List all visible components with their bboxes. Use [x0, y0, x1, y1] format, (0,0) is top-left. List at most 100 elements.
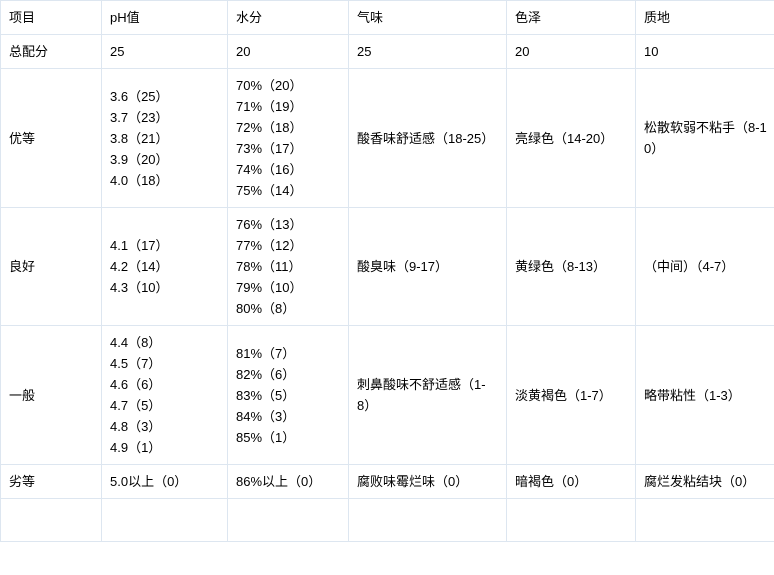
cell-line-list: 20 [236, 41, 341, 62]
cell-line-list: 腐败味霉烂味（0） [357, 471, 499, 492]
cell-line-list: 酸臭味（9-17） [357, 256, 499, 277]
cell-excellent-ph: 3.6（25） 3.7（23） 3.8（21） 3.9（20） 4.0（18） [101, 68, 228, 208]
cell-line-list: 黄绿色（8-13） [515, 256, 628, 277]
cell-line: 70%（20） [236, 78, 303, 93]
grade-scoring-table: 项目 pH值 水分 气味 色泽 质地 总配分 25 20 25 20 10 优等… [0, 0, 774, 542]
clipped-cell-moisture [227, 498, 349, 542]
cell-excellent-odor: 酸香味舒适感（18-25） [348, 68, 507, 208]
cell-average-odor: 刺鼻酸味不舒适感（1-8） [348, 325, 507, 465]
clipped-bottom-row [0, 498, 774, 542]
cell-line: （中间）（4-7） [644, 259, 735, 274]
cell-line: 5.0以上（0） [110, 474, 188, 489]
cell-line: 3.9（20） [110, 151, 169, 167]
cell-line: 4.2（14） [110, 259, 169, 274]
cell-line: 黄绿色（8-13） [515, 259, 607, 274]
cell-total-ph: 25 [101, 34, 228, 69]
cell-line-list: 86%以上（0） [236, 471, 341, 492]
cell-poor-color: 暗褐色（0） [506, 464, 636, 499]
cell-line: 4.8（3） [110, 419, 162, 434]
column-header-texture: 质地 [635, 0, 774, 35]
cell-line-list: 暗褐色（0） [515, 471, 628, 492]
cell-line: 77%（12） [236, 238, 303, 253]
cell-average-moisture: 81%（7） 82%（6） 83%（5） 84%（3） 85%（1） [227, 325, 349, 465]
cell-line: 3.8（21） [110, 130, 169, 146]
cell-line: 酸香味舒适感（18-25） [357, 130, 495, 146]
cell-line-list: 5.0以上（0） [110, 471, 220, 492]
cell-line-list: 淡黄褐色（1-7） [515, 385, 628, 406]
cell-line: 亮绿色（14-20） [515, 130, 614, 146]
clipped-cell-item [0, 498, 102, 542]
table-row: 一般 4.4（8） 4.5（7） 4.6（6） 4.7（5） 4.8（3） 4.9（1） … [0, 325, 774, 465]
row-label-excellent: 优等 [0, 68, 102, 208]
cell-line-list: 20 [515, 41, 628, 62]
clipped-cell-texture [635, 498, 774, 542]
cell-good-color: 黄绿色（8-13） [506, 207, 636, 326]
cell-line: 刺鼻酸味不舒适感（1-8） [357, 377, 486, 413]
cell-line: 83%（5） [236, 387, 296, 403]
cell-excellent-color: 亮绿色（14-20） [506, 68, 636, 208]
cell-line-list: 松散软弱不粘手（8-10） [644, 117, 767, 159]
cell-line: 84%（3） [236, 408, 296, 424]
cell-line: 暗褐色（0） [515, 474, 588, 489]
cell-line: 3.7（23） [110, 109, 169, 125]
cell-average-ph: 4.4（8） 4.5（7） 4.6（6） 4.7（5） 4.8（3） 4.9（1） [101, 325, 228, 465]
table-header: 项目 pH值 水分 气味 色泽 质地 [0, 0, 774, 35]
cell-poor-odor: 腐败味霉烂味（0） [348, 464, 507, 499]
cell-line-list: 腐烂发粘结块（0） [644, 471, 767, 492]
cell-line: 3.6（25） [110, 88, 169, 104]
cell-average-color: 淡黄褐色（1-7） [506, 325, 636, 465]
cell-excellent-texture: 松散软弱不粘手（8-10） [635, 68, 774, 208]
cell-line-list: 略带粘性（1-3） [644, 385, 767, 406]
cell-line: 25 [110, 44, 125, 59]
cell-line: 76%（13） [236, 217, 303, 232]
column-header-odor: 气味 [348, 0, 507, 35]
cell-line-list: 亮绿色（14-20） [515, 128, 628, 149]
cell-line-list: 4.1（17） 4.2（14） 4.3（10） [110, 235, 220, 298]
clipped-cell-odor [348, 498, 507, 542]
cell-line: 松散软弱不粘手（8-10） [644, 120, 767, 156]
cell-line: 4.9（1） [110, 440, 162, 455]
cell-line: 4.3（10） [110, 280, 169, 295]
cell-line: 75%（14） [236, 183, 303, 198]
cell-line-list: 3.6（25） 3.7（23） 3.8（21） 3.9（20） 4.0（18） [110, 86, 220, 191]
cell-total-color: 20 [506, 34, 636, 69]
clipped-cell-ph [101, 498, 228, 542]
cell-line: 73%（17） [236, 141, 303, 156]
cell-line: 81%（7） [236, 345, 296, 361]
cell-line: 腐烂发粘结块（0） [644, 474, 756, 489]
cell-line: 78%（11） [236, 259, 302, 274]
cell-line: 略带粘性（1-3） [644, 387, 741, 403]
cell-good-ph: 4.1（17） 4.2（14） 4.3（10） [101, 207, 228, 326]
cell-line-list: 刺鼻酸味不舒适感（1-8） [357, 374, 499, 416]
cell-line: 86%以上（0） [236, 474, 322, 489]
cell-line-list: （中间）（4-7） [644, 256, 767, 277]
cell-average-texture: 略带粘性（1-3） [635, 325, 774, 465]
cell-poor-ph: 5.0以上（0） [101, 464, 228, 499]
cell-line: 淡黄褐色（1-7） [515, 387, 612, 403]
column-header-color: 色泽 [506, 0, 636, 35]
table-row: 优等 3.6（25） 3.7（23） 3.8（21） 3.9（20） 4.0（18） 7… [0, 68, 774, 208]
cell-excellent-moisture: 70%（20） 71%（19） 72%（18） 73%（17） 74%（16） 75%（1… [227, 68, 349, 208]
cell-line: 20 [236, 44, 251, 59]
table-body: 总配分 25 20 25 20 10 优等 3.6（25） 3.7（23） 3.8（… [0, 34, 774, 542]
cell-line: 79%（10） [236, 280, 303, 295]
cell-line: 4.5（7） [110, 356, 162, 371]
cell-line: 10 [644, 44, 659, 59]
cell-line: 4.0（18） [110, 172, 169, 188]
cell-line: 4.6（6） [110, 377, 162, 392]
column-header-moisture: 水分 [227, 0, 349, 35]
table-row: 总配分 25 20 25 20 10 [0, 34, 774, 69]
cell-good-moisture: 76%（13） 77%（12） 78%（11） 79%（10） 80%（8） [227, 207, 349, 326]
column-header-item: 项目 [0, 0, 102, 35]
row-label-average: 一般 [0, 325, 102, 465]
row-label-poor: 劣等 [0, 464, 102, 499]
cell-good-texture: （中间）（4-7） [635, 207, 774, 326]
column-header-ph: pH值 [101, 0, 228, 35]
cell-good-odor: 酸臭味（9-17） [348, 207, 507, 326]
cell-line: 4.1（17） [110, 238, 169, 253]
cell-line-list: 10 [644, 41, 767, 62]
table-header-row: 项目 pH值 水分 气味 色泽 质地 [0, 0, 774, 35]
cell-poor-moisture: 86%以上（0） [227, 464, 349, 499]
cell-line: 80%（8） [236, 301, 296, 316]
